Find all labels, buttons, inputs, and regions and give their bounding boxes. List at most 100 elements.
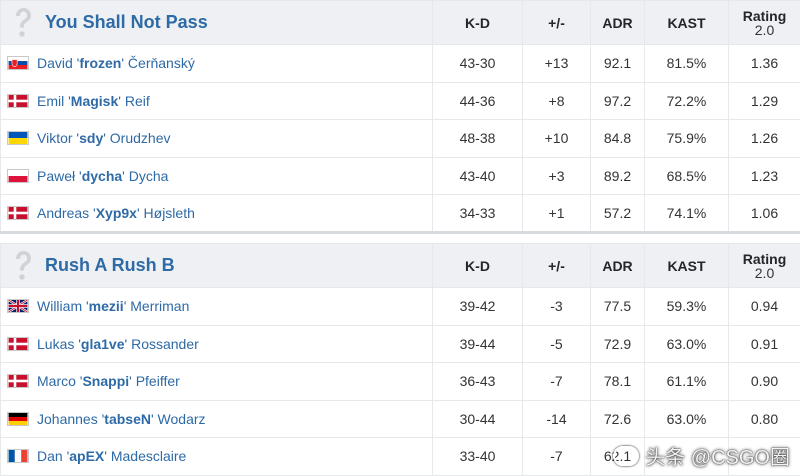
plus-minus-header[interactable]: +/- <box>522 243 591 288</box>
adr-value: 84.8 <box>590 119 645 158</box>
player-nickname[interactable]: dycha <box>81 167 123 184</box>
kast-value: 59.3% <box>644 287 729 326</box>
player-first-name: Viktor ' <box>37 130 80 147</box>
player-nickname[interactable]: mezii <box>88 298 124 315</box>
rating-version-label: 2.0 <box>754 264 775 281</box>
adr-value: 77.5 <box>590 287 645 326</box>
player-cell[interactable]: Johannes 'tabseN' Wodarz <box>0 399 433 438</box>
rating-value: 1.29 <box>728 81 800 120</box>
kast-header[interactable]: KAST <box>644 243 729 288</box>
flag-dk-icon <box>7 93 29 108</box>
kast-value: 61.1% <box>644 362 729 401</box>
flag-pl-icon <box>7 168 29 183</box>
table-separator <box>0 231 800 243</box>
rating-value: 0.90 <box>728 362 800 401</box>
player-last-name: ' Orudzhev <box>103 130 171 147</box>
flag-fr-icon <box>7 449 29 464</box>
kd-value: 39-42 <box>432 287 523 326</box>
flag-de-icon <box>7 411 29 426</box>
player-cell[interactable]: Marco 'Snappi' Pfeiffer <box>0 362 433 401</box>
flag-gb-icon <box>7 299 29 314</box>
player-cell[interactable]: Dan 'apEX' Madesclaire <box>0 437 433 476</box>
kd-value: 43-40 <box>432 156 523 195</box>
player-row[interactable]: William 'mezii' Merriman 39-42 -3 77.5 59.3%… <box>0 287 800 326</box>
kd-value: 48-38 <box>432 119 523 158</box>
rating-value: 0.80 <box>728 399 800 438</box>
player-first-name: David ' <box>37 55 80 72</box>
adr-value: 72.9 <box>590 324 645 363</box>
plus-minus-value: -3 <box>522 287 591 326</box>
kast-header[interactable]: KAST <box>644 0 729 45</box>
kast-value: 72.2% <box>644 81 729 120</box>
plus-minus-header[interactable]: +/- <box>522 0 591 45</box>
rating-value: 0.94 <box>728 287 800 326</box>
team-b-name-header[interactable]: Rush A Rush B <box>0 243 433 288</box>
rating-header[interactable]: Rating 2.0 <box>728 0 800 45</box>
player-first-name: Paweł ' <box>37 167 82 184</box>
player-row[interactable]: Dan 'apEX' Madesclaire 33-40 -7 62.1 <box>0 437 800 476</box>
player-nickname[interactable]: frozen <box>79 55 122 72</box>
plus-minus-value: -7 <box>522 362 591 401</box>
rating-header-label: Rating <box>742 250 787 267</box>
player-cell[interactable]: Lukas 'gla1ve' Rossander <box>0 324 433 363</box>
player-nickname[interactable]: Magisk <box>70 92 119 109</box>
player-last-name: ' Dycha <box>122 167 169 184</box>
player-row[interactable]: Johannes 'tabseN' Wodarz 30-44 -14 72.6 63.0… <box>0 399 800 438</box>
adr-header[interactable]: ADR <box>590 243 645 288</box>
adr-value: 72.6 <box>590 399 645 438</box>
team-name[interactable]: You Shall Not Pass <box>45 12 208 32</box>
rating-header[interactable]: Rating 2.0 <box>728 243 800 288</box>
adr-value: 89.2 <box>590 156 645 195</box>
flag-dk-icon <box>7 336 29 351</box>
kd-value: 36-43 <box>432 362 523 401</box>
player-nickname[interactable]: tabseN <box>104 410 151 427</box>
player-nickname[interactable]: Snappi <box>82 373 130 390</box>
rating-value: 0.91 <box>728 324 800 363</box>
player-cell[interactable]: Andreas 'Xyp9x' Højsleth <box>0 194 433 233</box>
adr-header[interactable]: ADR <box>590 0 645 45</box>
kast-value: 63.0% <box>644 324 729 363</box>
team-name[interactable]: Rush A Rush B <box>45 255 175 275</box>
player-row[interactable]: Emil 'Magisk' Reif 44-36 +8 97.2 72.2% 1.29 <box>0 81 800 120</box>
player-row[interactable]: Viktor 'sdy' Orudzhev 48-38 +10 84.8 75.9% 1.… <box>0 119 800 158</box>
player-last-name: ' Reif <box>118 92 150 109</box>
player-row[interactable]: Marco 'Snappi' Pfeiffer 36-43 -7 78.1 61.1% 0… <box>0 362 800 401</box>
player-row[interactable]: David 'frozen' Čerňanský 43-30 +13 92.1 81.5… <box>0 44 800 83</box>
player-last-name: ' Čerňanský <box>121 55 195 72</box>
plus-minus-value: -5 <box>522 324 591 363</box>
rating-value: 1.23 <box>728 156 800 195</box>
player-nickname[interactable]: Xyp9x <box>95 205 137 222</box>
player-nickname[interactable]: apEX <box>69 448 105 465</box>
rating-header-label: Rating <box>742 7 787 24</box>
plus-minus-value: -14 <box>522 399 591 438</box>
player-cell[interactable]: Paweł 'dycha' Dycha <box>0 156 433 195</box>
team-logo-placeholder-icon <box>9 249 37 283</box>
player-last-name: ' Madesclaire <box>104 448 187 465</box>
rating-value: 1.26 <box>728 119 800 158</box>
player-last-name: ' Merriman <box>123 298 190 315</box>
player-row[interactable]: Paweł 'dycha' Dycha 43-40 +3 89.2 68.5% 1.23 <box>0 156 800 195</box>
kd-header[interactable]: K-D <box>432 0 523 45</box>
player-nickname[interactable]: sdy <box>79 130 104 147</box>
player-row[interactable]: Andreas 'Xyp9x' Højsleth 34-33 +1 57.2 74.1%… <box>0 194 800 233</box>
kd-header[interactable]: K-D <box>432 243 523 288</box>
team-a-scoreboard: You Shall Not Pass K-D +/- ADR KAST Rati… <box>0 0 800 233</box>
player-cell[interactable]: William 'mezii' Merriman <box>0 287 433 326</box>
player-cell[interactable]: Viktor 'sdy' Orudzhev <box>0 119 433 158</box>
player-nickname[interactable]: gla1ve <box>80 335 125 352</box>
player-last-name: ' Højsleth <box>136 205 195 222</box>
team-logo-placeholder-icon <box>9 6 37 40</box>
player-cell[interactable]: Emil 'Magisk' Reif <box>0 81 433 120</box>
player-last-name: ' Pfeiffer <box>129 373 180 390</box>
adr-value: 57.2 <box>590 194 645 233</box>
flag-sk-icon <box>7 56 29 71</box>
player-row[interactable]: Lukas 'gla1ve' Rossander 39-44 -5 72.9 63.0%… <box>0 324 800 363</box>
adr-value: 92.1 <box>590 44 645 83</box>
kd-value: 30-44 <box>432 399 523 438</box>
kd-value: 33-40 <box>432 437 523 476</box>
player-cell[interactable]: David 'frozen' Čerňanský <box>0 44 433 83</box>
team-a-name-header[interactable]: You Shall Not Pass <box>0 0 433 45</box>
watermark-text: 头条 @CSGO圈 <box>645 447 790 469</box>
plus-minus-value: +3 <box>522 156 591 195</box>
player-last-name: ' Rossander <box>124 335 199 352</box>
